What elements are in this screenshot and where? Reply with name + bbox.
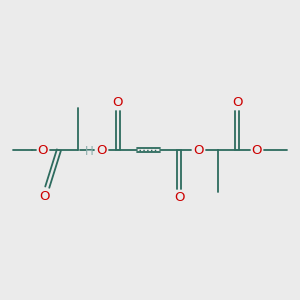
Text: O: O — [38, 143, 48, 157]
Text: O: O — [96, 143, 107, 157]
Text: O: O — [174, 191, 184, 204]
Text: O: O — [39, 190, 50, 203]
Text: O: O — [232, 96, 242, 109]
Text: O: O — [193, 143, 204, 157]
Text: H: H — [85, 145, 94, 158]
Text: O: O — [251, 143, 262, 157]
Text: O: O — [112, 96, 123, 109]
